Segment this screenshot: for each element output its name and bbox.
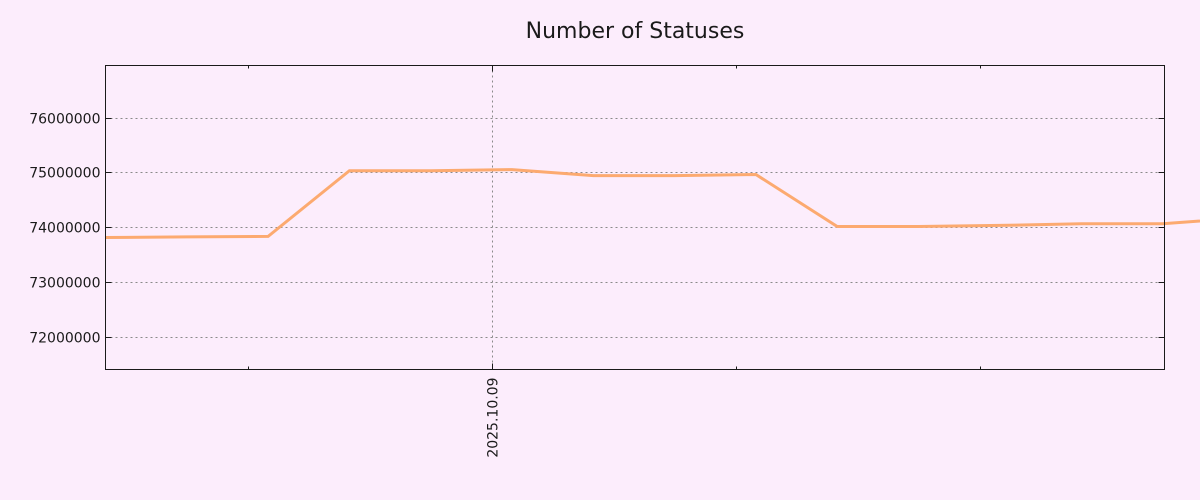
y-tick-label: 76000000 — [29, 112, 100, 128]
plot-frame — [105, 65, 1165, 370]
tick-labels: 72000000 73000000 74000000 75000000 76000000… — [29, 112, 502, 458]
grid-lines — [105, 65, 1165, 370]
y-tick-label: 73000000 — [29, 276, 100, 292]
y-tick-label: 75000000 — [29, 166, 100, 182]
chart-title: Number of Statuses — [526, 19, 745, 44]
y-tick-label: 74000000 — [29, 221, 100, 237]
x-tick-label: 2025.10.09 — [486, 378, 502, 458]
axis-ticks — [105, 65, 1165, 370]
y-tick-label: 72000000 — [29, 331, 100, 347]
series-line — [105, 168, 1200, 239]
